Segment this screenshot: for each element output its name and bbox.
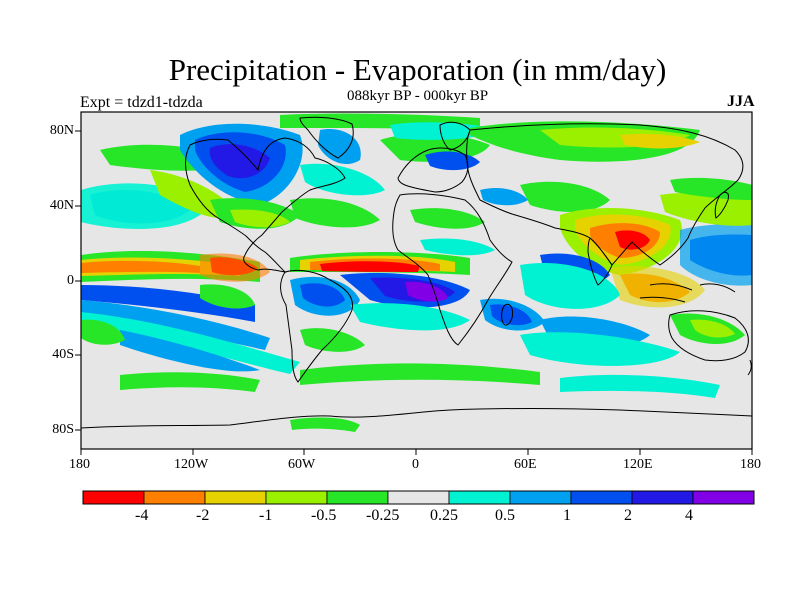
- coastline-south-america: [280, 269, 354, 383]
- field-maritime-continent-yellow: [610, 266, 705, 308]
- field-atlantic-green: [290, 198, 380, 228]
- colorbar-box: [570, 490, 633, 505]
- figure-subtitle: 088kyr BP - 000kyr BP: [346, 88, 489, 104]
- coastline-antarctica: [81, 408, 752, 429]
- field-central-america-orange: [200, 253, 270, 282]
- field-west-pacific-cyan: [680, 223, 752, 286]
- colorbar-label: -2: [196, 507, 210, 524]
- field-australia-lime: [690, 319, 735, 338]
- colorbar-label: 0.5: [495, 507, 515, 524]
- field-greenland-blue: [318, 129, 361, 165]
- field-east-asia-green: [670, 177, 752, 200]
- y-tick-label: 80N: [49, 123, 74, 138]
- field-southern-ocean-cyan: [560, 374, 720, 398]
- field-sahel-cyan: [420, 238, 495, 256]
- x-tick-label: 180: [69, 457, 90, 472]
- colorbar-box: [204, 490, 267, 505]
- colorbar-label: -1: [259, 507, 273, 524]
- anomaly-fields: [81, 113, 752, 432]
- y-tick-label: 40S: [52, 347, 74, 362]
- field-pacific-itcz-orange: [81, 260, 200, 273]
- coastline-africa: [392, 193, 513, 346]
- field-central-asia-cyan: [480, 188, 528, 206]
- field-south-indian-cyan: [520, 332, 680, 366]
- tick-marks: [75, 130, 753, 455]
- colorbar-box: [82, 490, 145, 505]
- field-southern-ocean-green2: [120, 372, 260, 392]
- colorbar-label: -4: [135, 507, 149, 524]
- colorbar-box: [448, 490, 511, 505]
- x-tick-label: 120W: [174, 457, 209, 472]
- coastline-madagascar: [501, 303, 513, 326]
- field-south-pacific-lightblue: [81, 300, 270, 350]
- field-atlantic-itcz-red: [320, 261, 420, 272]
- field-central-asia-green: [520, 181, 610, 212]
- colorbar-label: 4: [685, 507, 693, 524]
- field-antarctic-green: [290, 417, 360, 432]
- field-south-pacific-green-far: [81, 319, 125, 345]
- field-usa-lime: [230, 209, 290, 228]
- field-south-pacific-cyan2: [120, 330, 260, 372]
- season-label: JJA: [727, 93, 755, 110]
- colorbar-frame: [82, 490, 755, 505]
- field-africa-purple: [405, 281, 448, 302]
- y-tick-label: 80S: [52, 422, 74, 437]
- coastline-india: [587, 237, 613, 286]
- colorbar-box: [692, 490, 755, 505]
- colorbar-boxes: [82, 490, 755, 505]
- coastline-new-zealand: [747, 359, 752, 376]
- figure-title: Precipitation - Evaporation (in mm/day): [168, 52, 667, 87]
- field-canada-purple: [209, 144, 270, 179]
- field-east-asia-lime: [660, 192, 752, 226]
- experiment-label: Expt = tdzd1-tdzda: [80, 94, 203, 111]
- colorbar-label: 0.25: [430, 507, 458, 524]
- y-tick-label: 40N: [49, 198, 74, 213]
- coastline-north-america: [185, 137, 346, 273]
- field-india-red: [615, 230, 650, 250]
- coastline-indonesia: [639, 283, 736, 303]
- colorbar-box: [509, 490, 572, 505]
- coastline-australia: [668, 310, 749, 362]
- colorbar-box: [326, 490, 389, 505]
- coastlines: [81, 116, 752, 429]
- y-tick-label: 0: [67, 273, 74, 288]
- colorbar-box: [265, 490, 328, 505]
- coastline-asia: [466, 123, 744, 266]
- coastline-scandinavia: [439, 121, 471, 151]
- field-siberia-yellow: [620, 133, 700, 149]
- field-southern-africa-blue2: [490, 304, 532, 326]
- field-south-pacific-cyan: [81, 312, 300, 374]
- field-southern-ocean-green: [300, 363, 540, 385]
- colorbar-box: [631, 490, 694, 505]
- field-east-pacific-green: [200, 284, 255, 309]
- x-tick-label: 120E: [623, 457, 653, 472]
- colorbar-label: 1: [563, 507, 571, 524]
- field-amazon-blue: [300, 283, 345, 307]
- x-tick-label: 60W: [288, 457, 316, 472]
- colorbar-box: [387, 490, 450, 505]
- colorbar-label: 2: [624, 507, 632, 524]
- x-tick-label: 60E: [514, 457, 537, 472]
- colorbar-label: -0.25: [366, 507, 400, 524]
- field-indian-ocean-cyan: [520, 263, 620, 309]
- field-south-pacific-blue: [81, 285, 255, 322]
- coastline-greenland: [299, 116, 354, 159]
- colorbar-label: -0.5: [311, 507, 337, 524]
- coastline-europe: [397, 147, 469, 193]
- coastline-japan: [714, 191, 729, 219]
- x-tick-label: 180: [740, 457, 761, 472]
- colorbar-box: [143, 490, 206, 505]
- x-tick-label: 0: [412, 457, 419, 472]
- field-sahara-green: [410, 208, 485, 229]
